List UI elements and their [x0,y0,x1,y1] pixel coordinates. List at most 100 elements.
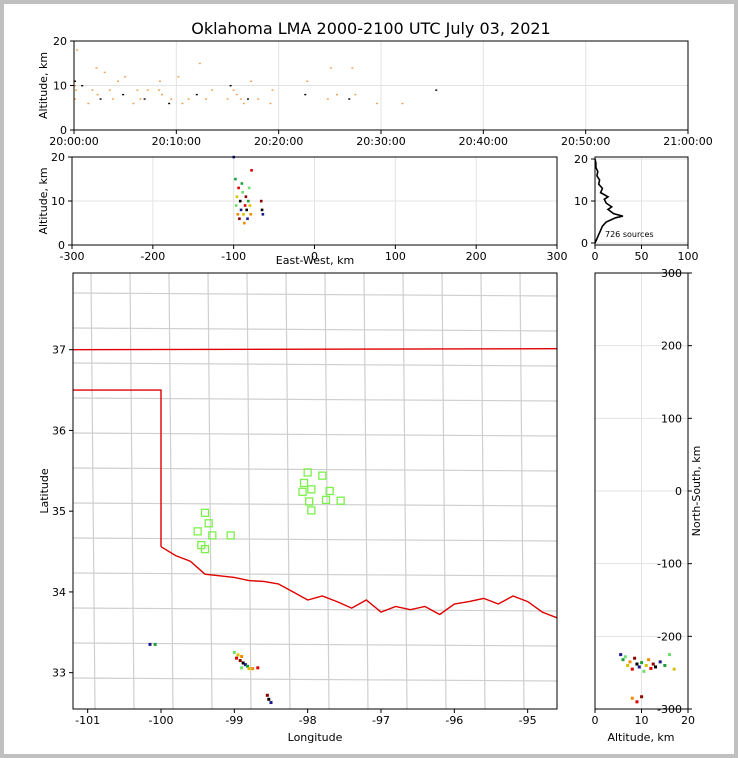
north-south-source [637,665,641,669]
time-height-source [124,76,127,78]
plan-view-source [267,697,271,701]
panhandle-border [73,389,162,547]
north-south-tick-label: -300 [657,703,682,716]
county-line [285,272,291,710]
north-south-source [623,655,627,659]
north-south-source [658,660,662,664]
county-line [72,397,558,402]
east-west-source [234,204,238,207]
time-height-source [348,98,351,100]
plan-view-source [256,666,260,670]
histogram-altitude-tick-label: 10 [574,195,588,208]
county-line [72,502,558,507]
time-height-source [74,85,77,87]
east-west-source [244,195,248,198]
altitude-tick-label: 20 [51,151,65,164]
time-tick-label: 20:00:00 [49,135,98,148]
east-west-tick-label: 200 [466,250,487,263]
north-south-source [628,660,632,664]
lma-station-marker [200,544,210,554]
time-height-source [271,89,274,91]
east-west-source [241,191,244,194]
time-tick-label: 20:50:00 [561,135,610,148]
ns-altitude-tick-label: 20 [681,714,695,727]
county-line [324,272,330,710]
time-tick-label: 20:20:00 [254,135,303,148]
longitude-xlabel: Longitude [288,731,343,744]
latitude-tick-label: 34 [52,586,66,599]
county-line [72,537,558,542]
time-height-source [246,98,249,100]
east-west-source [243,204,247,207]
lma-station-marker [325,486,334,496]
east-west-tick-label: -200 [140,250,165,263]
altitude-tick-label: 0 [58,239,65,252]
time-height-source [108,89,111,91]
lma-station-marker [321,495,331,505]
time-height-source [122,93,125,96]
lma-station-marker [318,471,327,480]
time-height-source [257,98,260,100]
county-line [72,572,558,577]
latitude-tick-label: 37 [52,344,66,357]
figure-frame: Oklahoma LMA 2000-2100 UTC July 03, 2021… [4,4,734,754]
plan-view-source [148,642,152,646]
county-boundaries [72,272,558,710]
plan-view-source [236,653,240,657]
longitude-tick-label: -99 [225,714,243,727]
lma-station-marker [204,519,213,528]
lma-station-marker [336,496,345,505]
county-line [480,272,486,710]
time-height-source [74,80,77,82]
north-south-source [635,700,639,704]
lma-station-marker [303,468,312,477]
time-height-source [435,89,438,91]
latitude-tick-label: 36 [52,424,66,437]
east-west-tick-label: 0 [311,250,318,263]
panel-altitude-north-south: 0 10 20-300 -200 -100 0 100 200 300 Altitude, km N… [592,267,704,744]
north-south-source [651,662,655,666]
figure-canvas: Oklahoma LMA 2000-2100 UTC July 03, 2021… [37,19,713,744]
histogram-count-tick-label: 50 [635,250,649,263]
east-west-tick-label: 100 [385,250,406,263]
plan-view-source [251,667,255,671]
east-west-source [260,208,264,212]
time-height-source [75,89,78,91]
county-line [441,272,447,710]
north-south-source [640,661,644,665]
time-tick-label: 20:10:00 [152,135,201,148]
time-tick-label: 20:30:00 [356,135,405,148]
time-height-source [143,98,146,100]
longitude-tick-label: -98 [299,714,317,727]
panel-east-west: -300 -200 -100 0 100 200 300 0 10 20 East-West, km… [37,151,568,267]
north-south-ylabel: North-South, km [690,446,703,537]
time-height-source [74,98,77,100]
county-line [72,467,558,472]
north-south-source [642,669,646,673]
time-height-source [205,98,208,100]
time-height-source [195,93,198,96]
time-height-source [157,89,160,91]
time-height-source [177,76,180,78]
north-south-source [654,665,658,669]
time-height-source [170,98,173,100]
latitude-tick-label: 35 [52,505,66,518]
time-height-source [329,67,332,69]
east-west-source [238,199,242,203]
north-south-source [672,667,676,671]
east-west-source [249,213,253,216]
latitude-tick-label: 33 [52,667,66,680]
time-height-source [87,102,90,105]
county-line [402,272,408,710]
time-height-source [401,102,404,105]
plan-view-source [269,701,273,705]
ns-altitude-tick-label: 0 [592,714,599,727]
plan-view-source [235,656,239,660]
altitude-histogram-line [594,158,624,244]
north-south-source [633,656,637,660]
county-line [72,432,558,437]
east-west-source [259,199,263,203]
longitude-tick-label: -96 [445,714,463,727]
east-west-tick-label: -300 [60,250,85,263]
time-height-source [161,93,164,96]
